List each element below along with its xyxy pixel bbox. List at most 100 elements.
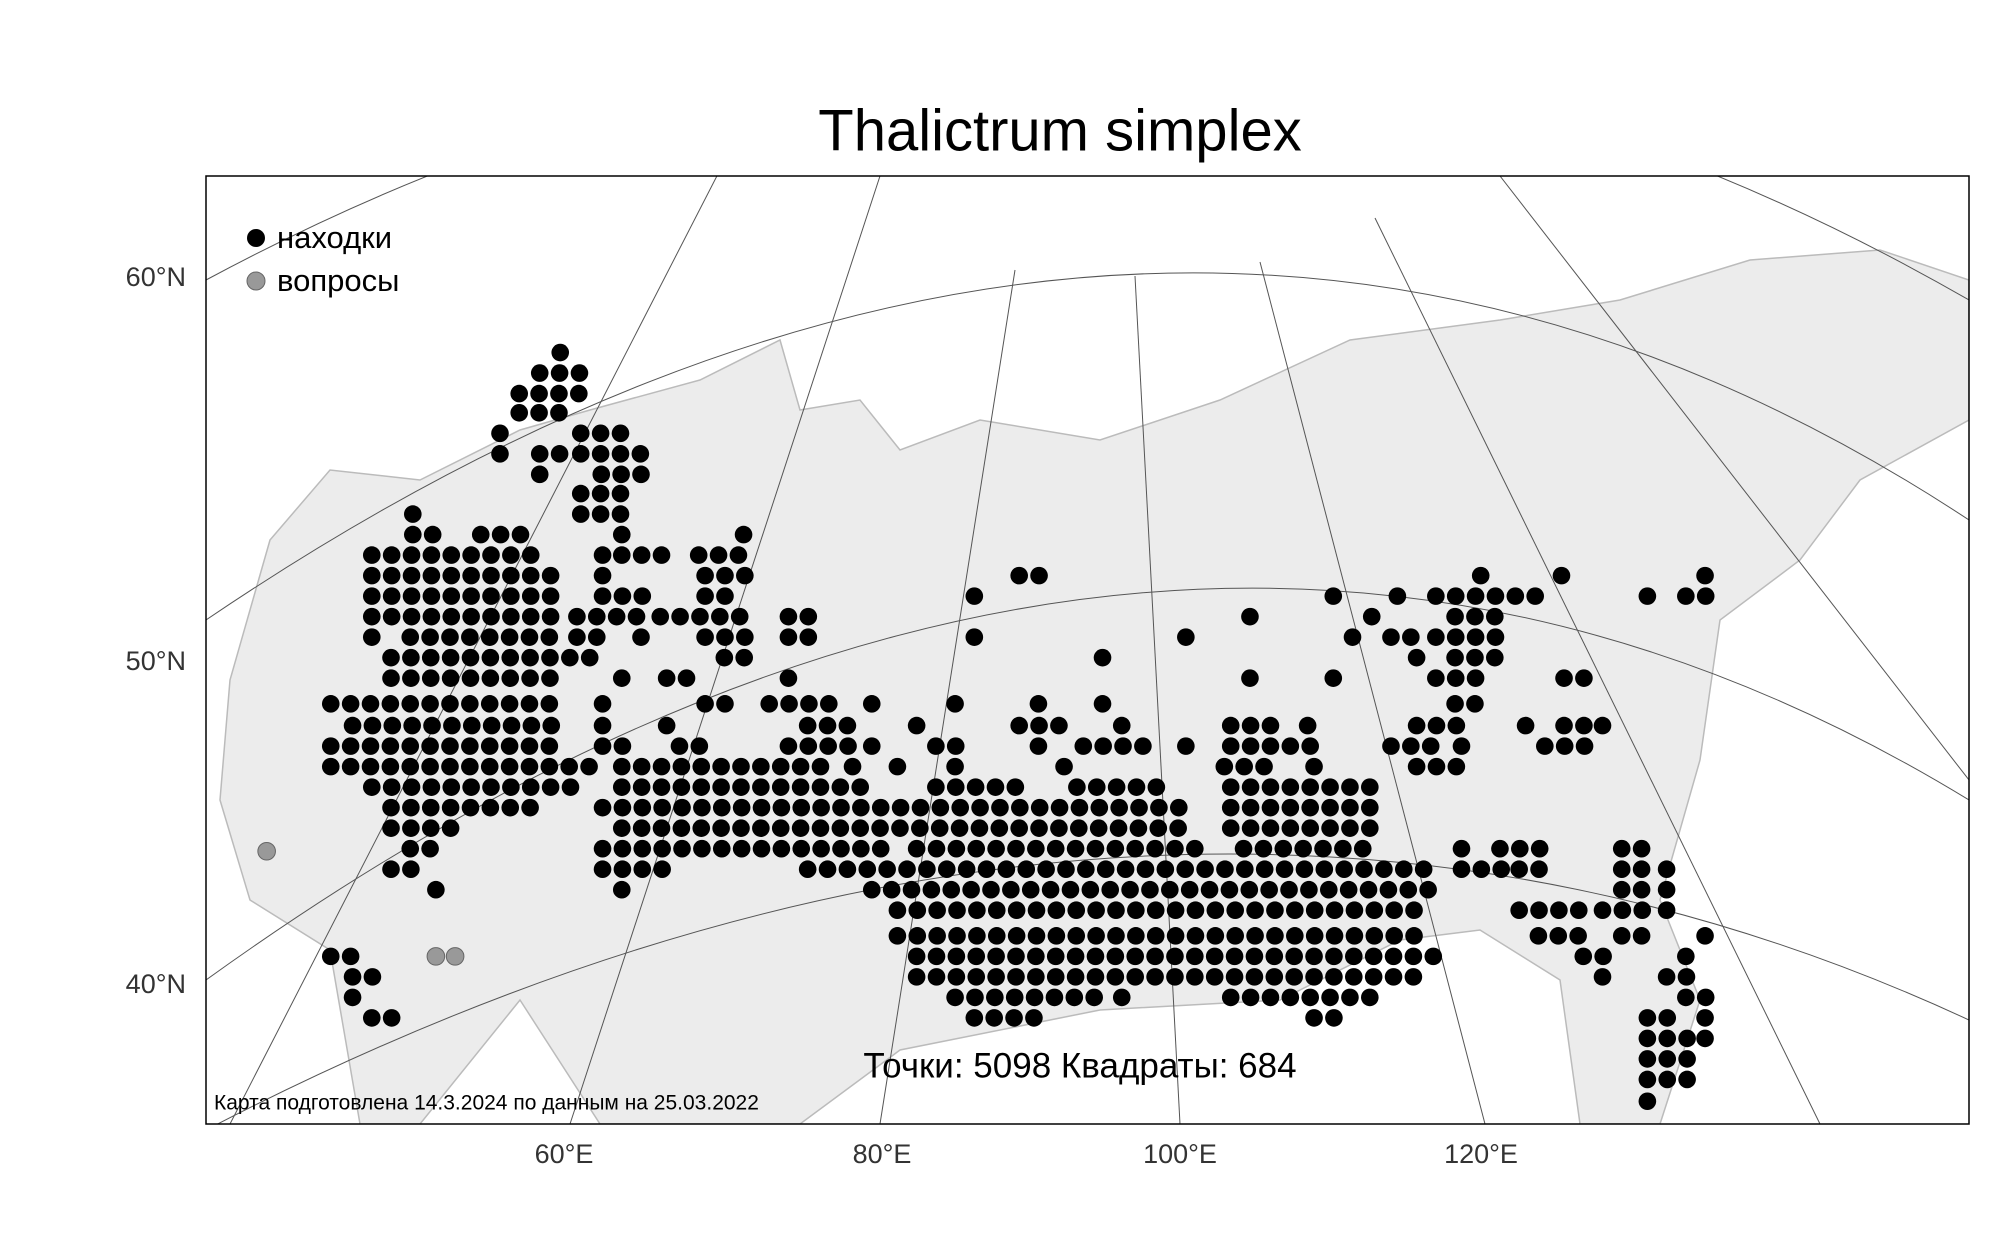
found-dot (1226, 901, 1245, 920)
found-dot (382, 819, 400, 837)
found-dot (1375, 860, 1393, 878)
found-dot (1658, 1029, 1677, 1048)
found-dot (1677, 968, 1696, 986)
found-dot (947, 839, 966, 858)
found-dot (442, 546, 461, 564)
found-dot (632, 465, 650, 484)
found-dot (800, 695, 818, 713)
found-dot (1325, 901, 1344, 920)
found-dot (607, 607, 626, 626)
found-dot (1613, 901, 1632, 920)
found-dot (772, 798, 791, 817)
found-dot (1471, 566, 1490, 585)
found-dot (1657, 860, 1676, 878)
found-dot (521, 669, 539, 687)
found-dot (1341, 988, 1359, 1007)
found-dot (571, 505, 590, 523)
found-dot (673, 839, 691, 858)
found-dot (888, 927, 907, 945)
found-dot (627, 607, 646, 626)
found-dot (950, 819, 969, 837)
found-dot (1110, 798, 1128, 817)
found-dot (918, 860, 936, 878)
found-dot (1325, 927, 1344, 945)
found-dot (1241, 716, 1260, 735)
found-dot (798, 716, 817, 735)
found-dot (442, 566, 461, 585)
found-dot (948, 901, 966, 920)
found-dot (502, 716, 521, 735)
found-dot (736, 628, 754, 646)
found-dot (692, 778, 711, 796)
found-dot (421, 695, 439, 713)
found-dot (672, 819, 691, 837)
found-dot (1205, 968, 1224, 986)
found-dot (1169, 798, 1188, 817)
found-dot (1678, 1070, 1696, 1089)
found-dot (593, 546, 612, 564)
found-dot (657, 669, 676, 687)
found-dot (1141, 880, 1159, 899)
found-dot (462, 716, 481, 735)
found-dot (779, 669, 798, 687)
found-dot (1593, 968, 1612, 986)
found-dot (690, 737, 709, 755)
found-dot (1134, 737, 1152, 755)
found-dot (561, 648, 579, 667)
found-dot (462, 607, 480, 626)
found-dot (898, 860, 916, 878)
found-dot (361, 737, 380, 755)
found-dot (1427, 757, 1446, 776)
found-dot (1298, 716, 1317, 735)
found-dot (1510, 901, 1528, 920)
found-dot (1057, 860, 1075, 878)
found-dot (404, 505, 422, 523)
found-dot (491, 525, 510, 544)
found-dot (760, 695, 778, 713)
found-dot (1612, 860, 1631, 878)
found-dot (1149, 819, 1168, 837)
found-dot (1344, 947, 1363, 966)
found-dot (1107, 778, 1126, 796)
found-dot (1112, 716, 1131, 735)
found-dot (811, 757, 830, 776)
found-dot (1166, 968, 1184, 986)
found-dot (672, 778, 691, 796)
found-dot (381, 737, 400, 755)
found-dot (1169, 819, 1187, 837)
found-dot (965, 1009, 984, 1027)
found-dot (947, 947, 966, 966)
found-dot (1221, 737, 1240, 755)
found-dot (907, 968, 926, 986)
found-dot (735, 648, 754, 667)
found-dot (1574, 947, 1593, 966)
found-dot (1220, 880, 1239, 899)
found-dot (878, 860, 896, 878)
found-dot (541, 607, 560, 626)
found-dot (1146, 968, 1164, 986)
found-dot (1166, 901, 1185, 920)
found-dot (1246, 901, 1264, 920)
found-dot (612, 525, 631, 544)
found-dot (401, 737, 420, 755)
found-dot (1221, 798, 1240, 817)
found-dot (1146, 901, 1165, 920)
found-dot (1612, 927, 1631, 945)
found-dot (820, 695, 838, 713)
found-dot (970, 819, 989, 837)
found-dot (1093, 695, 1112, 713)
found-dot (1241, 778, 1260, 796)
found-dot (653, 839, 671, 858)
found-dot (510, 384, 529, 403)
found-dot (1045, 988, 1064, 1007)
found-dot (968, 927, 986, 945)
found-dot (771, 778, 790, 796)
found-dot (1638, 1070, 1657, 1089)
found-dot (1633, 901, 1652, 920)
found-dot (612, 546, 631, 564)
found-dot (363, 968, 382, 986)
found-dot (363, 716, 382, 735)
found-dot (1407, 648, 1426, 667)
found-dot (401, 695, 420, 713)
found-dot (1087, 901, 1105, 920)
